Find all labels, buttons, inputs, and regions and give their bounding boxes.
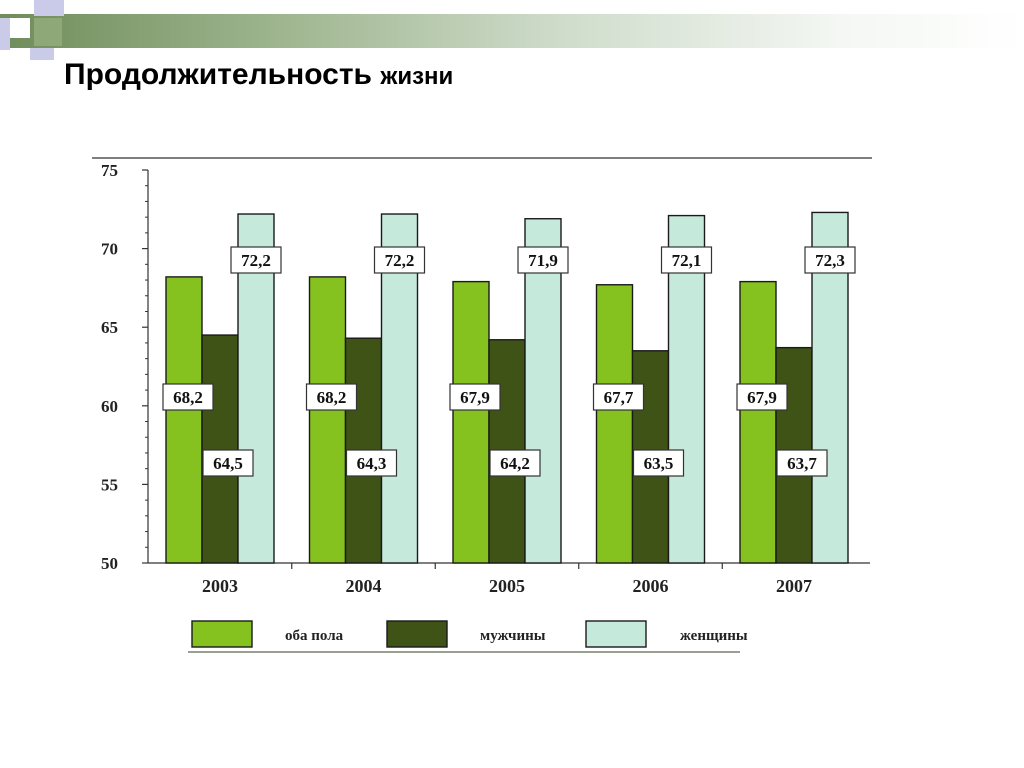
y-tick-label: 50 [101, 554, 118, 573]
x-category-label: 2004 [346, 576, 382, 596]
value-label-box [230, 246, 282, 274]
bar-2003-1 [201, 334, 239, 564]
value-label-box [736, 383, 788, 411]
legend-label: женщины [680, 628, 748, 644]
y-tick-label: 65 [101, 318, 118, 337]
value-label: 72,2 [241, 251, 271, 270]
deco-square-green [34, 18, 62, 46]
legend-label: мужчины [480, 628, 546, 644]
legend-swatch [386, 620, 448, 648]
value-label-box [162, 383, 214, 411]
slide-title: Продолжительность жизни [64, 58, 453, 92]
legend-swatch [191, 620, 253, 648]
deco-square-lavender-top [34, 0, 64, 16]
value-label: 72,1 [672, 251, 702, 270]
value-label-box [305, 383, 358, 411]
legend-label: оба пола [285, 628, 344, 644]
bar-2004-0 [308, 276, 347, 564]
value-label: 67,9 [747, 388, 777, 407]
value-label-box [660, 246, 713, 274]
x-category-label: 2003 [202, 576, 238, 596]
value-label-box [202, 449, 254, 477]
slide-title-rest: жизни [380, 63, 454, 90]
value-label: 72,3 [815, 251, 845, 270]
value-label-box [489, 449, 541, 477]
value-label-box [345, 449, 398, 477]
value-label: 67,7 [604, 388, 634, 407]
legend-swatch [585, 620, 647, 648]
value-label-box [776, 449, 828, 477]
bar-2007-0 [739, 280, 777, 564]
deco-square-lavender-left [0, 18, 10, 50]
x-category-label: 2007 [776, 576, 812, 596]
value-label-box [373, 246, 426, 274]
value-label: 71,9 [528, 251, 558, 270]
value-label-box [449, 383, 501, 411]
bar-2005-2 [524, 218, 562, 564]
x-category-label: 2006 [633, 576, 669, 596]
bar-2003-0 [165, 276, 203, 564]
deco-square-lavender-bottom [30, 48, 54, 60]
value-label: 63,7 [787, 454, 817, 473]
deco-square-white [10, 18, 30, 38]
y-tick-label: 60 [101, 397, 118, 416]
value-label: 64,2 [500, 454, 530, 473]
y-tick-label: 75 [101, 161, 118, 180]
value-label: 72,2 [385, 251, 415, 270]
value-label: 64,5 [213, 454, 243, 473]
x-category-label: 2005 [489, 576, 525, 596]
value-label: 67,9 [460, 388, 490, 407]
value-label-box [592, 383, 645, 411]
bar-2006-0 [595, 284, 634, 564]
bar-2005-0 [452, 280, 490, 564]
value-labels: 68,2 64,5 72,2 68,2 64,3 72,2 67,9 64,2 71,9 67,7… [162, 246, 856, 477]
value-label-box [804, 246, 856, 274]
value-label-box [517, 246, 569, 274]
header-bar [0, 14, 1024, 48]
value-label-box [632, 449, 685, 477]
value-label: 63,5 [644, 454, 674, 473]
category-labels: 2003 2004 2005 2006 2007 [202, 576, 812, 596]
y-tick-label: 55 [101, 475, 118, 494]
value-label: 64,3 [357, 454, 387, 473]
y-tick-label: 70 [101, 240, 118, 259]
legend: оба пола мужчины женщины [188, 620, 748, 653]
value-label: 68,2 [317, 388, 347, 407]
value-label: 68,2 [173, 388, 203, 407]
slide-title-main: Продолжительность [64, 58, 372, 91]
x-axis-ticks [291, 563, 723, 569]
y-axis-ticks: 50 55 60 65 70 75 [101, 161, 148, 573]
